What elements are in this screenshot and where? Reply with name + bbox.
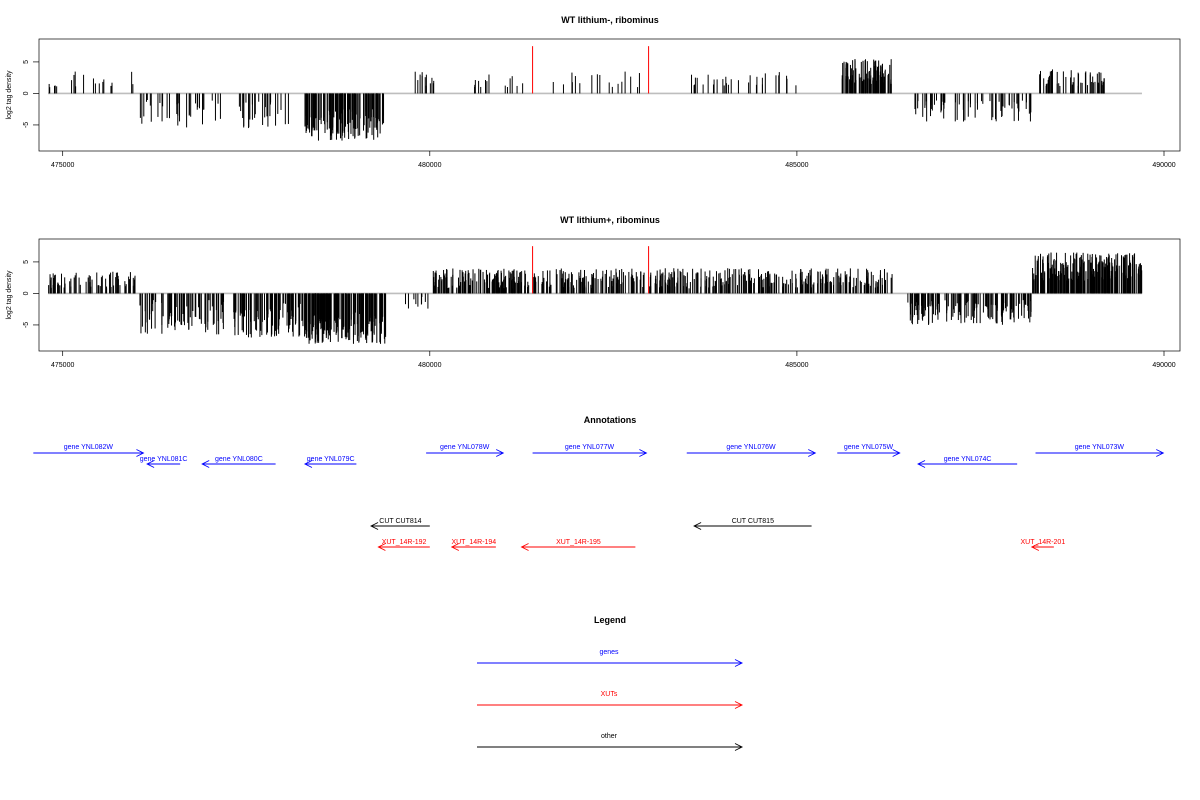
density-bars: [48, 246, 1143, 344]
gene-arrowhead: [136, 449, 145, 457]
gene-label: gene YNL077W: [565, 444, 615, 451]
x-tick-label: 475000: [51, 362, 74, 369]
xut-arrowhead: [450, 543, 460, 551]
legend-arrowhead: [734, 701, 744, 709]
gene-arrowhead: [496, 449, 505, 457]
gene-arrowhead: [201, 460, 210, 468]
y-tick-label: 5: [23, 60, 30, 64]
xut-label: XUT_14R-195: [556, 539, 601, 546]
y-tick-label: 5: [23, 260, 30, 264]
track-panel-lithium-plus: WT lithium+, ribominus log2 tag density …: [6, 215, 1181, 369]
x-axis: 475000 480000 485000 490000: [51, 151, 1176, 169]
legend: Legend genes XUTs other: [477, 615, 744, 751]
y-axis-label: log2 tag density: [6, 70, 13, 120]
gene-arrowhead: [1156, 449, 1165, 457]
annotation-arrows: gene YNL082W gene YNL081C gene YNL080C gene…: [33, 444, 1165, 551]
gene-label: gene YNL079C: [307, 456, 355, 463]
track-panel-lithium-minus: WT lithium-, ribominus log2 tag density …: [6, 15, 1181, 169]
xut-label: XUT_14R-201: [1020, 539, 1065, 546]
cut-label: CUT CUT814: [379, 518, 421, 525]
x-tick-label: 490000: [1152, 162, 1175, 169]
xut-arrowhead: [1030, 543, 1040, 551]
xut-label: XUT_14R-194: [451, 539, 496, 546]
y-tick-label: -5: [23, 122, 30, 128]
x-tick-label: 475000: [51, 162, 74, 169]
legend-title: Legend: [594, 615, 626, 625]
xut-label: XUT_14R-192: [382, 539, 427, 546]
x-tick-label: 485000: [785, 362, 808, 369]
x-tick-label: 480000: [418, 162, 441, 169]
legend-label: genes: [599, 649, 619, 656]
gene-label: gene YNL075W: [844, 444, 894, 451]
gene-arrowhead: [639, 449, 648, 457]
x-tick-label: 480000: [418, 362, 441, 369]
annotations-title: Annotations: [584, 415, 637, 425]
legend-label: XUTs: [601, 691, 618, 698]
gene-arrowhead: [146, 460, 155, 468]
y-axis-label: log2 tag density: [6, 270, 13, 320]
cut-arrowhead: [693, 522, 702, 530]
xut-arrowhead: [377, 543, 386, 551]
gene-label: gene YNL074C: [944, 456, 992, 463]
xut-arrowhead: [520, 543, 529, 551]
gene-arrowhead: [917, 460, 926, 468]
y-tick-label: 0: [23, 91, 30, 95]
y-axis: -5 0 5: [23, 60, 39, 128]
gene-label: gene YNL073W: [1075, 444, 1125, 451]
y-tick-label: -5: [23, 322, 30, 328]
gene-arrowhead: [892, 449, 901, 457]
y-tick-label: 0: [23, 291, 30, 295]
gene-label: gene YNL080C: [215, 456, 263, 463]
x-tick-label: 485000: [785, 162, 808, 169]
gene-label: gene YNL076W: [726, 444, 776, 451]
gene-label: gene YNL078W: [440, 444, 490, 451]
panel-title: WT lithium+, ribominus: [560, 215, 660, 225]
y-axis: -5 0 5: [23, 260, 39, 328]
legend-label: other: [601, 733, 618, 740]
plot-frame: [38, 38, 1181, 152]
x-axis: 475000 480000 485000 490000: [51, 351, 1176, 369]
plot-frame: [38, 238, 1181, 352]
legend-arrowhead: [734, 743, 744, 751]
legend-items: genes XUTs other: [477, 649, 744, 751]
gene-label: gene YNL082W: [64, 444, 114, 451]
panel-title: WT lithium-, ribominus: [561, 15, 659, 25]
gene-arrowhead: [808, 449, 817, 457]
density-bars: [48, 46, 1142, 141]
legend-arrowhead: [734, 659, 744, 667]
gene-arrowhead: [303, 460, 313, 468]
x-tick-label: 490000: [1152, 362, 1175, 369]
cut-label: CUT CUT815: [732, 518, 774, 525]
cut-arrowhead: [370, 522, 379, 530]
gene-label: gene YNL081C: [140, 456, 188, 463]
